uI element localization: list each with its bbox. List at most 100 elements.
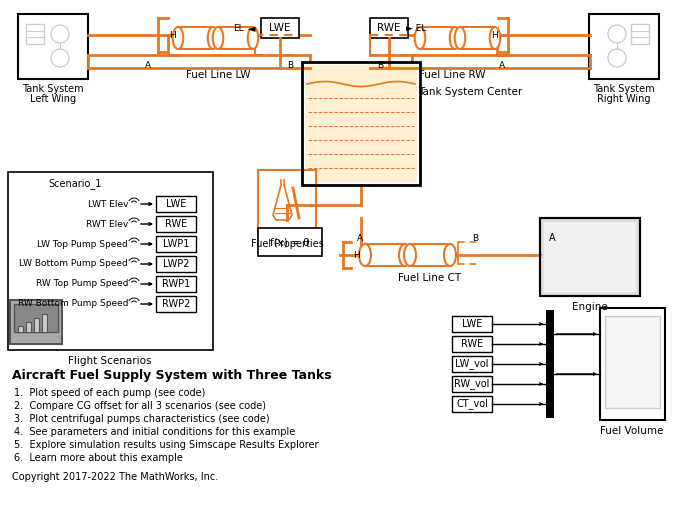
Text: Tank System: Tank System <box>593 84 655 94</box>
Bar <box>26 24 44 44</box>
Text: RW_vol: RW_vol <box>454 379 489 389</box>
Bar <box>156 296 196 312</box>
Text: H: H <box>353 250 360 260</box>
Bar <box>631 24 649 44</box>
Bar <box>410 244 450 266</box>
Bar <box>156 276 196 292</box>
Text: LWE: LWE <box>166 199 186 209</box>
Text: RWE: RWE <box>377 23 401 33</box>
Bar <box>452 376 492 392</box>
Text: 5.  Explore simulation results using Simscape Results Explorer: 5. Explore simulation results using Sims… <box>14 440 318 450</box>
Text: Left Wing: Left Wing <box>30 94 76 104</box>
Text: LWE: LWE <box>462 319 482 329</box>
Bar <box>452 356 492 372</box>
Bar <box>218 27 253 49</box>
Text: A: A <box>145 61 151 70</box>
Text: Fuel Properties: Fuel Properties <box>250 239 324 249</box>
Text: Copyright 2017-2022 The MathWorks, Inc.: Copyright 2017-2022 The MathWorks, Inc. <box>12 472 218 482</box>
Text: LW_vol: LW_vol <box>455 358 489 370</box>
Text: EL: EL <box>233 23 243 33</box>
Circle shape <box>51 49 69 67</box>
Bar <box>156 196 196 212</box>
Bar <box>305 65 417 182</box>
Bar <box>546 310 554 418</box>
Bar <box>452 396 492 412</box>
Bar <box>302 62 420 185</box>
Bar <box>10 300 62 344</box>
Text: ◄: ◄ <box>248 23 256 33</box>
Text: 2.  Compare CG offset for all 3 scenarios (see code): 2. Compare CG offset for all 3 scenarios… <box>14 401 266 411</box>
Text: CT_vol: CT_vol <box>456 399 488 409</box>
Bar <box>258 170 316 235</box>
Bar <box>365 244 405 266</box>
Bar <box>452 336 492 352</box>
Bar <box>42 314 47 332</box>
Ellipse shape <box>455 27 465 49</box>
Text: LWE: LWE <box>269 23 290 33</box>
Text: A: A <box>499 61 505 70</box>
Text: Fuel Line RW: Fuel Line RW <box>419 70 485 80</box>
Ellipse shape <box>489 27 500 49</box>
Ellipse shape <box>404 244 416 266</box>
Bar <box>14 304 58 332</box>
Bar <box>605 316 660 408</box>
Text: RWE: RWE <box>461 339 483 349</box>
Text: Tank System: Tank System <box>22 84 84 94</box>
Text: Aircraft Fuel Supply System with Three Tanks: Aircraft Fuel Supply System with Three T… <box>12 369 332 382</box>
Bar <box>156 256 196 272</box>
Bar <box>600 308 665 420</box>
Bar <box>178 27 213 49</box>
Bar <box>26 322 31 332</box>
Bar <box>420 27 455 49</box>
Text: LWP2: LWP2 <box>162 259 190 269</box>
Bar <box>540 218 640 296</box>
Bar <box>452 316 492 332</box>
Text: LW Top Pump Speed: LW Top Pump Speed <box>37 240 128 248</box>
Bar <box>258 228 322 256</box>
Text: B: B <box>377 61 383 70</box>
Text: 6.  Learn more about this example: 6. Learn more about this example <box>14 453 183 463</box>
Text: RW Top Pump Speed: RW Top Pump Speed <box>35 279 128 289</box>
Bar <box>156 216 196 232</box>
Text: RWP1: RWP1 <box>162 279 190 289</box>
Text: B: B <box>472 234 478 242</box>
Text: Fuel Volume: Fuel Volume <box>600 426 663 436</box>
Text: 4.  See parameters and initial conditions for this example: 4. See parameters and initial conditions… <box>14 427 295 437</box>
Text: ► EL: ► EL <box>406 23 427 33</box>
Text: RWP2: RWP2 <box>162 299 190 309</box>
Text: Fuel Line LW: Fuel Line LW <box>185 70 250 80</box>
Ellipse shape <box>444 244 456 266</box>
Text: 3.  Plot centrifugal pumps characteristics (see code): 3. Plot centrifugal pumps characteristic… <box>14 414 269 424</box>
Text: Scenario_1: Scenario_1 <box>48 179 102 189</box>
Text: 1.  Plot speed of each pump (see code): 1. Plot speed of each pump (see code) <box>14 388 205 398</box>
Circle shape <box>608 25 626 43</box>
Text: A: A <box>548 233 555 243</box>
Text: Fuel Line CT: Fuel Line CT <box>399 273 462 283</box>
Text: B: B <box>287 61 293 70</box>
Text: LWP1: LWP1 <box>162 239 189 249</box>
Ellipse shape <box>213 27 223 49</box>
Bar <box>370 18 408 38</box>
Bar <box>540 218 640 296</box>
Text: H: H <box>491 31 498 40</box>
Bar <box>8 172 213 350</box>
Bar <box>460 27 495 49</box>
Circle shape <box>51 25 69 43</box>
Text: LW Bottom Pump Speed: LW Bottom Pump Speed <box>19 260 128 269</box>
Bar <box>18 14 88 79</box>
Text: Right Wing: Right Wing <box>597 94 651 104</box>
Ellipse shape <box>450 27 460 49</box>
Text: LWT Elev: LWT Elev <box>87 200 128 209</box>
Bar <box>589 14 659 79</box>
Circle shape <box>608 49 626 67</box>
Ellipse shape <box>208 27 218 49</box>
Text: f(x) = 0: f(x) = 0 <box>270 237 310 247</box>
Text: RW Bottom Pump Speed: RW Bottom Pump Speed <box>18 299 128 308</box>
Ellipse shape <box>415 27 425 49</box>
Ellipse shape <box>359 244 371 266</box>
Text: RWE: RWE <box>165 219 187 229</box>
Ellipse shape <box>173 27 183 49</box>
Text: Engine: Engine <box>572 302 608 312</box>
Ellipse shape <box>248 27 258 49</box>
Text: Flight Scenarios: Flight Scenarios <box>68 356 152 366</box>
